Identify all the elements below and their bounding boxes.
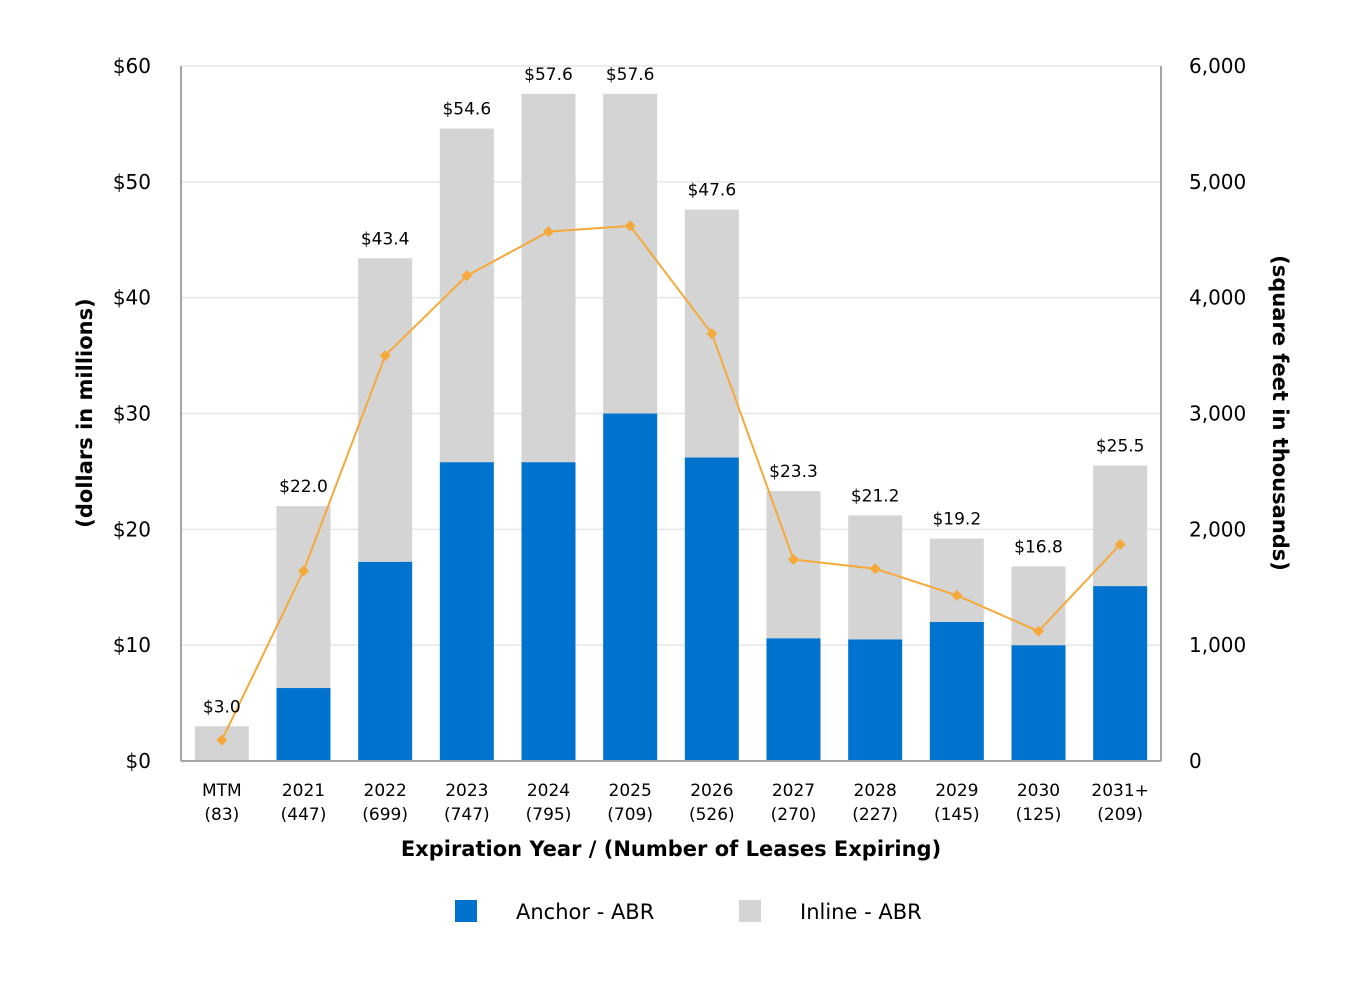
x-tick-lease-count: (227) [852, 805, 898, 825]
gridlines [181, 65, 1161, 646]
x-tick-lease-count: (699) [362, 805, 408, 825]
bar-anchor [603, 413, 658, 761]
square-feet-marker [379, 350, 391, 362]
axes: $0 $10 $20 $30 $40 $50 $60 0 1,000 2,000 3,000 4,00… [113, 54, 1246, 825]
x-tick-label: 2022 [364, 781, 407, 801]
bar-anchor [358, 561, 413, 761]
bar-inline [848, 515, 903, 640]
square-feet-polyline [220, 224, 1121, 741]
bar-total-label: $43.4 [361, 229, 410, 249]
x-tick-lease-count: (747) [444, 805, 490, 825]
x-tick-lease-count: (145) [934, 805, 980, 825]
bar-inline [276, 506, 331, 689]
y-tick-label-left: $30 [113, 402, 151, 426]
x-tick-lease-count: (447) [281, 805, 327, 825]
bar-total-label: $47.6 [687, 181, 736, 201]
bar-anchor [1011, 645, 1066, 761]
x-tick-lease-count: (83) [204, 805, 239, 825]
x-axis-title: Expiration Year / (Number of Leases Expi… [401, 837, 941, 861]
y-tick-label-right: 1,000 [1189, 633, 1246, 657]
square-feet-marker [216, 734, 228, 746]
bars [194, 93, 1148, 761]
x-tick-label: 2031+ [1091, 781, 1149, 801]
y-tick-label-right: 3,000 [1189, 402, 1246, 426]
bar-total-label: $3.0 [203, 697, 241, 717]
legend-label-anchor: Anchor - ABR [516, 900, 654, 924]
bar-inline [521, 93, 576, 463]
x-tick-lease-count: (526) [689, 805, 735, 825]
y-tick-label-right: 5,000 [1189, 170, 1246, 194]
x-tick-lease-count: (709) [607, 805, 653, 825]
data-labels: $3.0 $22.0 $43.4 $54.6 $57.6 $57.6 $47.6 $23.3 $… [203, 65, 1145, 717]
square-feet-line [216, 220, 1126, 746]
bar-inline [1093, 465, 1148, 587]
bar-anchor [521, 462, 576, 761]
bar-inline [439, 128, 494, 463]
square-feet-marker [1114, 538, 1126, 550]
x-tick-label: 2028 [854, 781, 897, 801]
legend-label-inline: Inline - ABR [800, 900, 922, 924]
y-tick-label-right: 0 [1189, 749, 1202, 773]
x-tick-lease-count: (795) [526, 805, 572, 825]
square-feet-marker [298, 565, 309, 577]
square-feet-marker [788, 553, 799, 565]
bar-anchor [766, 638, 821, 761]
bar-anchor [276, 688, 331, 761]
x-tick-label: 2021 [282, 781, 325, 801]
bar-total-label: $25.5 [1096, 437, 1145, 457]
bar-inline [603, 93, 658, 414]
legend-swatch-inline [739, 900, 761, 922]
y-tick-label-right: 6,000 [1189, 54, 1246, 78]
bar-total-label: $57.6 [606, 65, 655, 85]
bar-total-label: $22.0 [279, 477, 328, 497]
y-tick-label-left: $20 [113, 517, 151, 541]
bar-total-label: $54.6 [442, 100, 491, 120]
y-tick-label-left: $10 [113, 633, 151, 657]
x-tick-label: 2026 [690, 781, 733, 801]
x-tick-label: 2029 [935, 781, 978, 801]
y-tick-label-left: $0 [126, 749, 151, 773]
square-feet-marker [461, 270, 473, 282]
bar-anchor [848, 639, 903, 761]
x-tick-label: MTM [202, 781, 242, 801]
y-tick-label-right: 2,000 [1189, 517, 1246, 541]
bar-anchor [929, 622, 984, 761]
square-feet-marker [706, 328, 718, 340]
bar-total-label: $57.6 [524, 65, 573, 85]
y-tick-label-right: 4,000 [1189, 286, 1246, 310]
y-axis-title-right: (square feet in thousands) [1268, 255, 1292, 571]
x-tick-label: 2025 [609, 781, 652, 801]
bar-total-label: $16.8 [1014, 537, 1063, 557]
bar-anchor [1093, 586, 1148, 761]
x-tick-lease-count: (209) [1097, 805, 1143, 825]
legend: Anchor - ABR Inline - ABR [455, 900, 922, 924]
x-tick-label: 2024 [527, 781, 570, 801]
square-feet-marker [951, 589, 963, 601]
legend-swatch-anchor [455, 900, 477, 922]
bar-inline [929, 538, 984, 622]
y-axis-title-left: (dollars in millions) [73, 298, 97, 527]
square-feet-marker [869, 563, 881, 575]
bar-total-label: $19.2 [932, 510, 981, 530]
y-tick-label-left: $40 [113, 286, 151, 310]
y-tick-label-left: $60 [113, 54, 151, 78]
bar-total-label: $21.2 [851, 486, 900, 506]
x-tick-label: 2023 [445, 781, 488, 801]
bar-total-label: $23.3 [769, 462, 818, 482]
bar-inline [358, 258, 413, 562]
square-feet-marker [624, 220, 636, 232]
x-tick-lease-count: (125) [1016, 805, 1062, 825]
square-feet-marker [543, 226, 554, 238]
x-tick-label: 2027 [772, 781, 815, 801]
square-feet-marker [1033, 625, 1044, 637]
bar-anchor [684, 457, 739, 761]
bar-anchor [439, 462, 494, 761]
x-tick-lease-count: (270) [771, 805, 817, 825]
x-tick-label: 2030 [1017, 781, 1060, 801]
y-tick-label-left: $50 [113, 170, 151, 194]
